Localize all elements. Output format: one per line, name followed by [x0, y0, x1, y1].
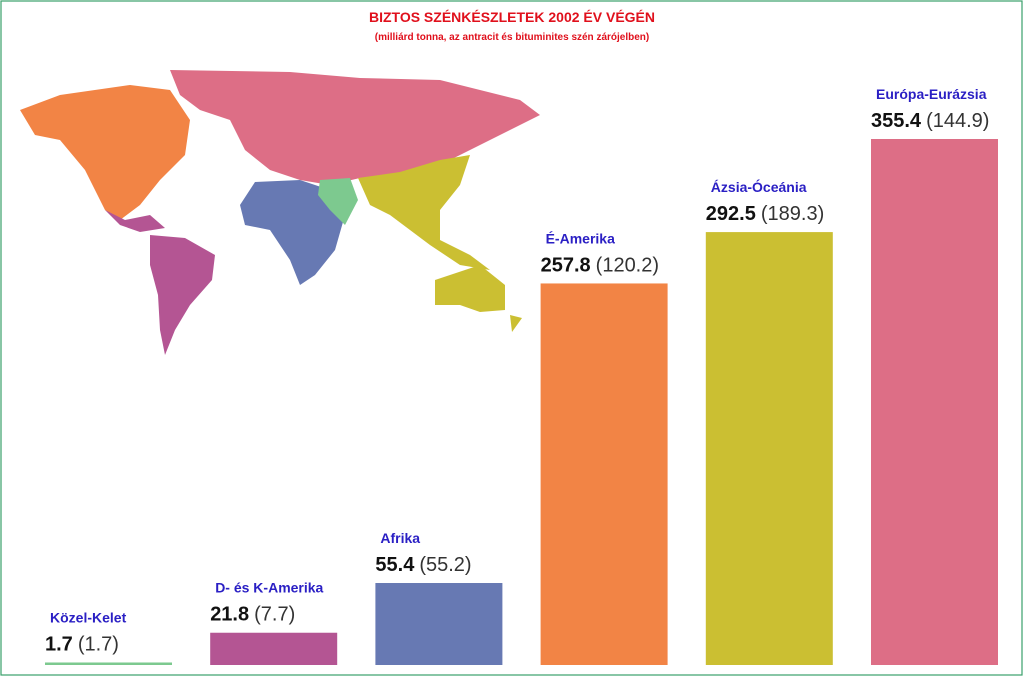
- value-label: 257.8 (120.2): [541, 254, 659, 276]
- bar: [210, 632, 338, 665]
- chart-subtitle: (milliárd tonna, az antracit és bitumini…: [375, 32, 650, 43]
- secondary-value: (189.3): [761, 203, 824, 225]
- bar: [540, 283, 668, 665]
- value: 1.7: [45, 633, 73, 655]
- value-label: 292.5 (189.3): [706, 203, 824, 225]
- value-label: 55.4 (55.2): [375, 554, 471, 576]
- chart-title: BIZTOS SZÉNKÉSZLETEK 2002 ÉV VÉGÉN: [369, 9, 655, 25]
- bar: [705, 232, 833, 665]
- value-label: 355.4 (144.9): [871, 110, 989, 132]
- value: 21.8: [210, 604, 249, 626]
- secondary-value: (144.9): [926, 110, 989, 132]
- secondary-value: (7.7): [254, 604, 295, 626]
- value-label: 21.8 (7.7): [210, 604, 295, 626]
- category-label: Közel-Kelet: [50, 609, 127, 625]
- value: 355.4: [871, 110, 922, 132]
- value-label: 1.7 (1.7): [45, 633, 119, 655]
- category-label: D- és K-Amerika: [215, 580, 323, 596]
- value: 257.8: [541, 254, 591, 276]
- category-label: Afrika: [380, 530, 420, 546]
- bar: [871, 139, 998, 665]
- category-label: É-Amerika: [546, 230, 615, 246]
- secondary-value: (55.2): [419, 554, 471, 576]
- secondary-value: (1.7): [78, 633, 119, 655]
- secondary-value: (120.2): [596, 254, 659, 276]
- bar: [45, 662, 172, 665]
- value: 55.4: [375, 554, 415, 576]
- category-label: Európa-Eurázsia: [876, 86, 987, 102]
- world-map: [20, 70, 540, 355]
- bar: [375, 583, 503, 665]
- value: 292.5: [706, 203, 756, 225]
- category-label: Ázsia-Óceánia: [711, 178, 807, 195]
